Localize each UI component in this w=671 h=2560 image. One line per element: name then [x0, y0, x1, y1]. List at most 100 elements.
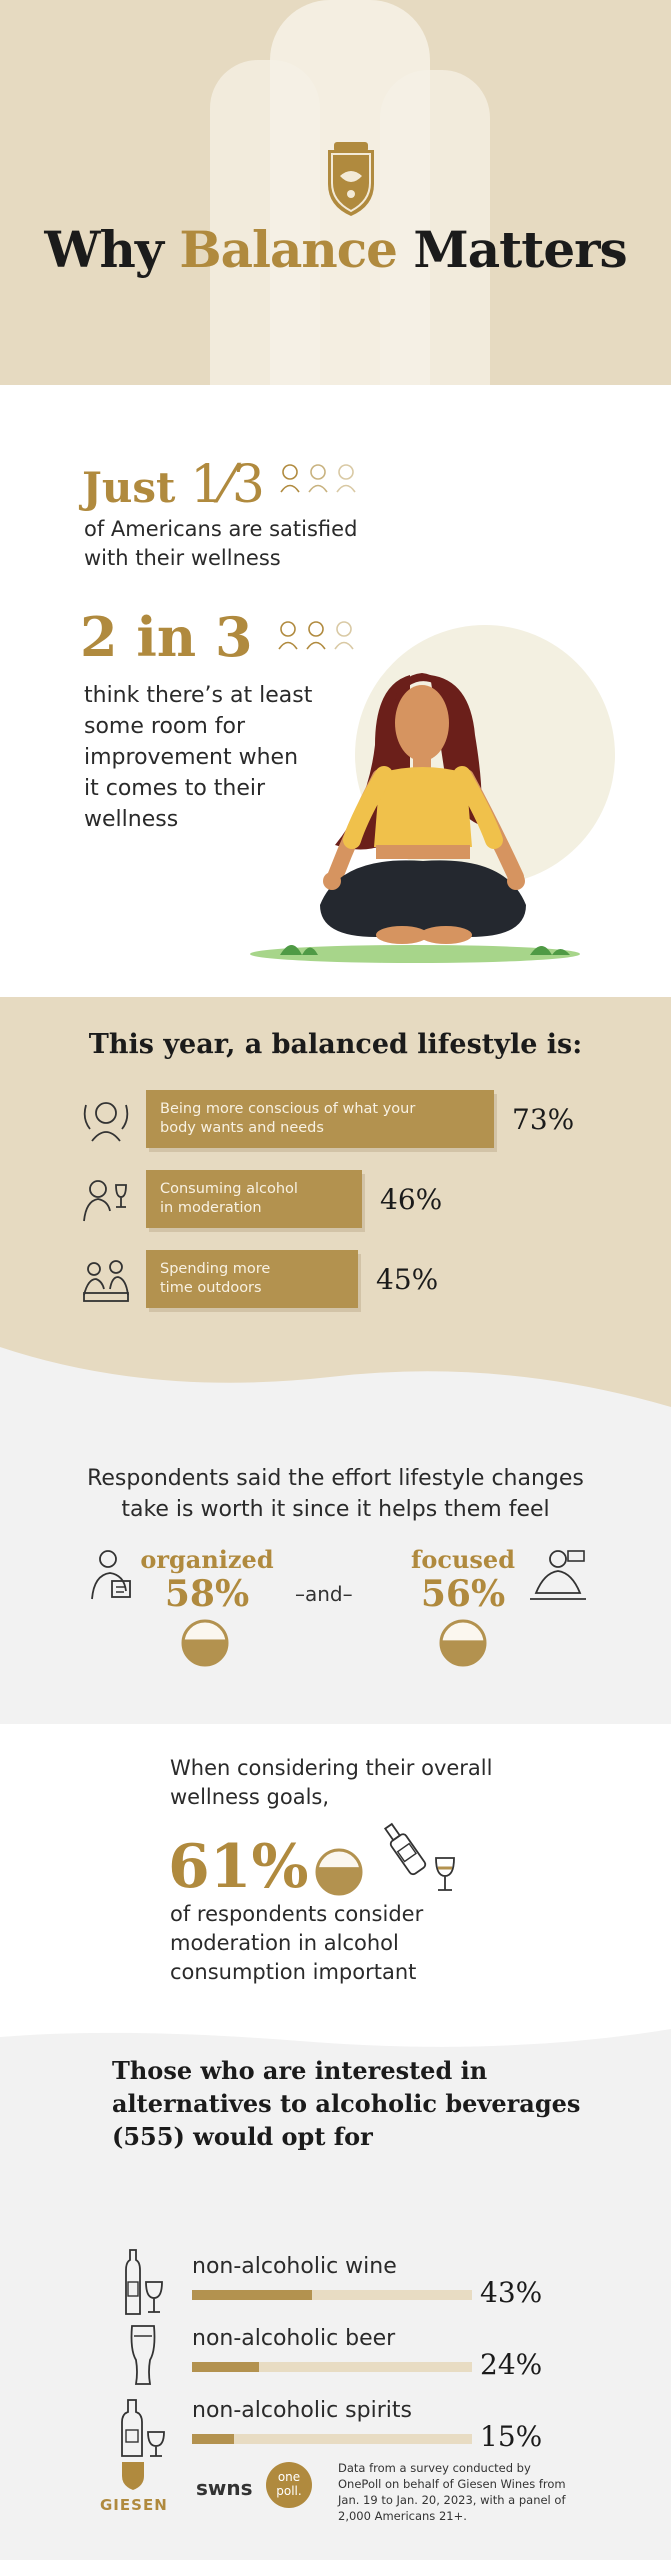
alternative-pct: 15% [480, 2420, 543, 2453]
title-part-3: Matters [396, 220, 627, 279]
title-part-balance: Balance [179, 220, 398, 279]
balanced-item-alcohol: Consuming alcohol in moderation 46% [80, 1169, 442, 1229]
wellness-line: of respondents consider [170, 1902, 424, 1926]
wellness-goals-section: When considering their overall wellness … [0, 1724, 671, 2020]
alternative-label: non-alcoholic wine [192, 2254, 397, 2279]
alternative-row-spirits: non-alcoholic spirits 15% [118, 2392, 598, 2464]
meditating-woman-illustration [280, 673, 570, 955]
alternative-bar-fill [192, 2434, 234, 2444]
section-wave [0, 1347, 671, 1417]
note-line: Data from a survey conducted by [338, 2461, 531, 2475]
alternatives-title: Those who are interested in alternatives… [112, 2054, 580, 2153]
alternative-row-beer: non-alcoholic beer 24% [118, 2320, 598, 2392]
alternative-bar-track [192, 2290, 472, 2300]
feel-line: Respondents said the effort lifestyle ch… [87, 1466, 584, 1491]
wellness-stats-section: Just 1⁄3 of Americans are satisfied with… [0, 385, 671, 997]
balanced-lifestyle-section: This year, a balanced lifestyle is: Bein… [0, 997, 671, 1417]
note-line: OnePoll on behalf of Giesen Wines from [338, 2477, 566, 2491]
beer-glass-icon [130, 2325, 156, 2385]
alternative-bar-fill [192, 2362, 260, 2372]
focused-glass-gauge [439, 1619, 487, 1667]
giesen-logo-icon [122, 2462, 144, 2490]
organized-glass-gauge [181, 1619, 229, 1667]
wellness-glass-gauge [315, 1848, 363, 1896]
onepoll-line: one [277, 2470, 301, 2484]
bar-line: body wants and needs [160, 1120, 324, 1136]
alternative-pct: 43% [480, 2276, 543, 2309]
alternative-label: non-alcoholic spirits [192, 2398, 412, 2423]
hero-header: Why Balance Matters [0, 0, 671, 385]
wine-bottle-glass-icon [125, 2249, 163, 2315]
bar-line: Spending more [160, 1261, 271, 1277]
balanced-item-outdoors: Spending more time outdoors 45% [80, 1249, 438, 1309]
people-icons-1 [278, 463, 358, 493]
person-icon [306, 621, 326, 650]
alternative-label: non-alcoholic beer [192, 2326, 396, 2351]
wellness-line: When considering their overall [170, 1756, 493, 1780]
bar-line: Being more conscious of what your [160, 1101, 416, 1117]
stat-two-in-three: 2 in 3 [80, 605, 253, 669]
balanced-bar: Being more conscious of what your body wa… [146, 1090, 494, 1148]
wellness-line: wellness goals, [170, 1785, 330, 1809]
focused-label: focused [411, 1545, 515, 1574]
page-title: Why Balance Matters [0, 220, 671, 279]
alternative-bar-track [192, 2362, 472, 2372]
and-separator: –and– [295, 1582, 353, 1606]
person-icon [336, 464, 356, 493]
balanced-bar: Consuming alcohol in moderation [146, 1170, 362, 1228]
balanced-pct: 73% [512, 1102, 575, 1136]
stat1-description: of Americans are satisfied with their we… [84, 515, 357, 573]
alternative-bar-track [192, 2434, 472, 2444]
stat2-line: think there’s at least [84, 683, 313, 708]
organized-label: organized [140, 1545, 274, 1574]
person-icon [278, 621, 298, 650]
stat-one-third: Just 1⁄3 [82, 455, 265, 515]
stat2-line: some room for [84, 714, 246, 739]
balanced-title: This year, a balanced lifestyle is: [88, 1029, 583, 1060]
note-line: Jan. 19 to Jan. 20, 2023, with a panel o… [338, 2493, 566, 2507]
title-part-1: Why [44, 220, 180, 279]
alternative-bar-fill [192, 2290, 313, 2300]
onepoll-logo: one poll. [266, 2462, 312, 2508]
alternative-pct: 24% [480, 2348, 543, 2381]
giesen-crest-icon [328, 142, 374, 216]
footer: GIESEN swns one poll. Data from a survey… [0, 2440, 671, 2550]
bar-line: time outdoors [160, 1280, 262, 1296]
onepoll-line: poll. [276, 2484, 302, 2498]
organized-person-icon [91, 1550, 131, 1600]
stat2-line: it comes to their [84, 776, 266, 801]
person-icon [308, 464, 328, 493]
wellness-line: consumption important [170, 1960, 417, 1984]
focused-pct: 56% [420, 1573, 506, 1615]
alternatives-title-line: Those who are interested in [112, 2056, 488, 2085]
stat1-line: with their wellness [84, 546, 281, 570]
alternatives-title-line: (555) would opt for [112, 2122, 373, 2151]
section-wave-top [0, 2020, 671, 2047]
stat1-fraction: 1⁄3 [190, 455, 265, 515]
stat2-description: think there’s at least some room for imp… [84, 680, 312, 835]
bar-line: in moderation [160, 1200, 262, 1216]
feel-heading: Respondents said the effort lifestyle ch… [0, 1463, 671, 1525]
stat1-prefix: Just [82, 463, 176, 512]
person-drinking-icon [83, 1180, 127, 1222]
stat2-line: improvement when [84, 745, 299, 770]
swns-logo: swns [196, 2476, 253, 2500]
person-icon [280, 464, 300, 493]
survey-note: Data from a survey conducted by OnePoll … [338, 2460, 578, 2524]
wellness-detail: of respondents consider moderation in al… [170, 1900, 423, 1987]
stat1-line: of Americans are satisfied [84, 517, 358, 541]
focused-person-icon [530, 1550, 586, 1600]
note-line: 2,000 Americans 21+. [338, 2509, 467, 2523]
balanced-pct: 45% [376, 1262, 439, 1296]
stat2-line: wellness [84, 807, 179, 832]
spirits-bottle-glass-icon [121, 2399, 165, 2457]
giesen-logo: GIESEN [100, 2496, 168, 2514]
mind-body-icon [83, 1102, 129, 1142]
balanced-item-body: Being more conscious of what your body wa… [80, 1089, 574, 1149]
wellness-pct: 61% [168, 1832, 309, 1902]
alternatives-section: Those who are interested in alternatives… [0, 2020, 671, 2560]
person-icon [334, 621, 354, 650]
balanced-pct: 46% [380, 1182, 443, 1216]
alternative-row-wine: non-alcoholic wine 43% [118, 2248, 598, 2320]
organized-pct: 58% [164, 1573, 250, 1615]
